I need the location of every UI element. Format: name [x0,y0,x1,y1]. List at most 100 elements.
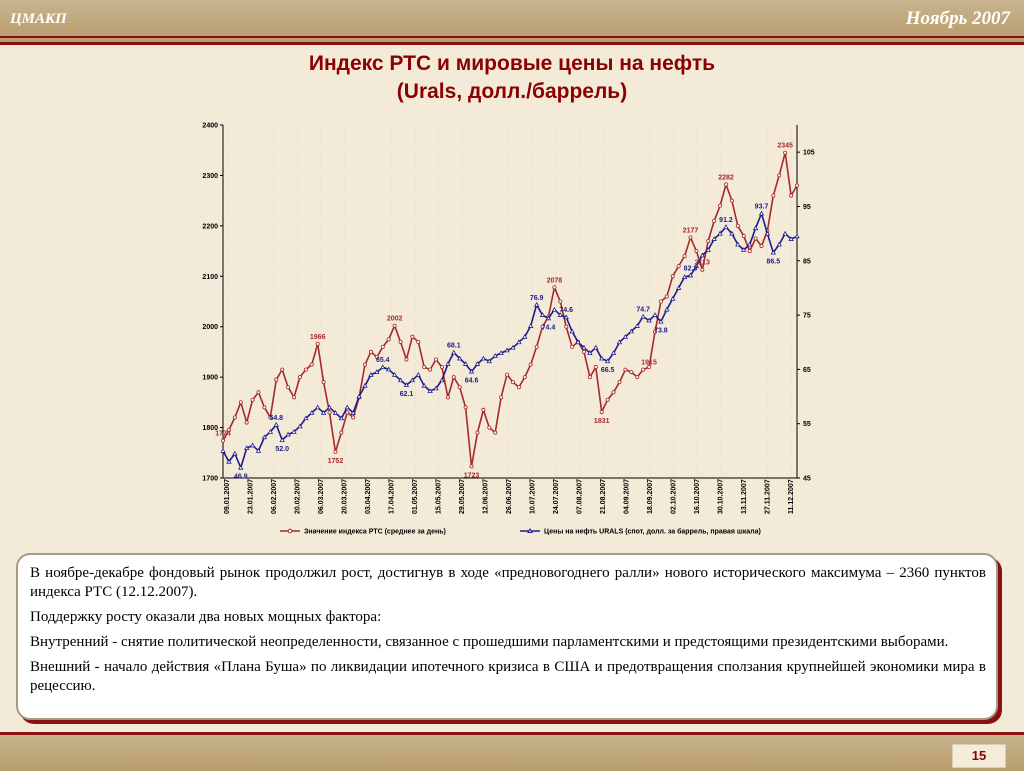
page-number: 15 [952,744,1006,768]
urals-point [717,230,723,236]
rts-data-label: 1752 [328,458,344,465]
rts-data-label: 1774 [215,431,231,438]
urals-point [486,358,492,364]
rts-point [238,400,243,405]
rts-point [244,420,249,425]
urals-point [711,236,717,241]
rts-point [351,415,356,420]
urals-point [457,355,463,361]
urals-point [746,241,753,247]
urals-point [291,429,297,434]
urals-point [735,241,741,247]
urals-point [764,230,771,236]
rts-point [682,254,687,259]
rts-point [718,203,723,208]
urals-point [255,448,262,453]
urals-point [604,358,611,364]
urals-data-label: 82.3 [684,265,698,272]
rts-point [321,380,326,385]
urals-data-label: 65.4 [376,357,390,364]
rts-point [700,267,705,272]
rts-point [345,410,350,415]
legend-marker-rts [287,528,293,534]
y-left-tick-label: 2100 [202,274,218,281]
x-tick-label: 04.09.2007 [624,479,631,514]
y-left-tick-label: 1900 [202,375,218,382]
x-tick-label: 21.08.2007 [600,479,607,514]
urals-point [545,315,552,321]
x-tick-label: 15.05.2007 [436,479,443,514]
urals-point [427,388,433,394]
urals-point [462,361,469,366]
urals-point [782,230,788,236]
chart-axes: 09.01.2007 23.01.2007 06.02.2007 20.02.2007… [202,123,814,515]
rts-data-label: 2002 [387,316,403,323]
x-tick-label: 12.06.2007 [483,479,490,514]
urals-point [445,361,451,366]
rts-point [688,235,693,240]
rts-point [587,375,592,380]
x-tick-label: 26.06.2007 [506,479,513,514]
rts-urals-chart: 09.01.2007 23.01.2007 06.02.2007 20.02.2007… [202,123,814,536]
rts-point [250,397,255,402]
y-left-tick-label: 2000 [202,324,218,331]
rts-point [434,357,439,362]
urals-point [480,355,487,361]
rts-point [570,344,575,349]
urals-point [652,312,658,317]
x-tick-label: 18.09.2007 [647,479,654,514]
urals-point [794,233,800,239]
rts-point [475,430,480,435]
rts-point [487,425,492,430]
rts-point [333,449,338,454]
header-bar: ЦМАКП Ноябрь 2007 [0,0,1024,45]
rts-point [783,150,788,155]
urals-data-label: 93.7 [755,204,769,211]
urals-point [350,410,356,415]
title-line-1: Индекс РТС и мировые цены на нефть [308,52,716,75]
urals-point [468,368,475,374]
urals-point [415,372,421,377]
urals-point [610,350,617,355]
rts-point [339,430,344,435]
rts-point [771,193,776,198]
rts-point [363,362,368,367]
rts-data-label: 2345 [777,143,793,150]
rts-point [274,377,279,382]
rts-point [581,349,586,354]
urals-data-label: 73.8 [654,328,668,335]
urals-point [664,306,670,312]
rts-point [522,375,527,380]
rts-point [286,385,291,390]
urals-data-label: 62.1 [400,391,414,398]
y-right-tick-label: 105 [803,150,815,157]
urals-point [492,353,498,358]
urals-point [788,236,794,241]
urals-point [770,249,777,255]
rts-point [268,415,273,420]
x-tick-label: 11.12.2007 [788,479,795,514]
rts-point [552,285,557,290]
y-left-tick-label: 2300 [202,173,218,180]
urals-data-label: 74.7 [636,307,650,314]
urals-point [433,385,439,391]
rts-point [747,249,752,254]
title-line-2: (Urals, долл./баррель) [396,80,628,103]
urals-point [539,312,546,317]
urals-point [374,369,380,374]
chart-grid [226,125,792,478]
urals-point [267,429,274,434]
x-tick-label: 01.05.2007 [412,479,419,514]
rts-point [647,365,652,370]
chart-data-labels: 1774 1966 1752 2002 1723 2078 1831 1915 2177 2113… [215,143,793,481]
rts-point [623,367,628,372]
urals-point [634,323,640,328]
urals-point [303,415,309,421]
urals-point [391,372,398,377]
paragraph-2: Поддержку росту оказали два новых мощных… [30,609,382,625]
x-tick-label: 16.10.2007 [694,479,701,514]
rts-data-label: 1966 [310,334,326,341]
rts-point [463,405,468,410]
urals-point [628,328,634,334]
rts-point [723,182,728,187]
